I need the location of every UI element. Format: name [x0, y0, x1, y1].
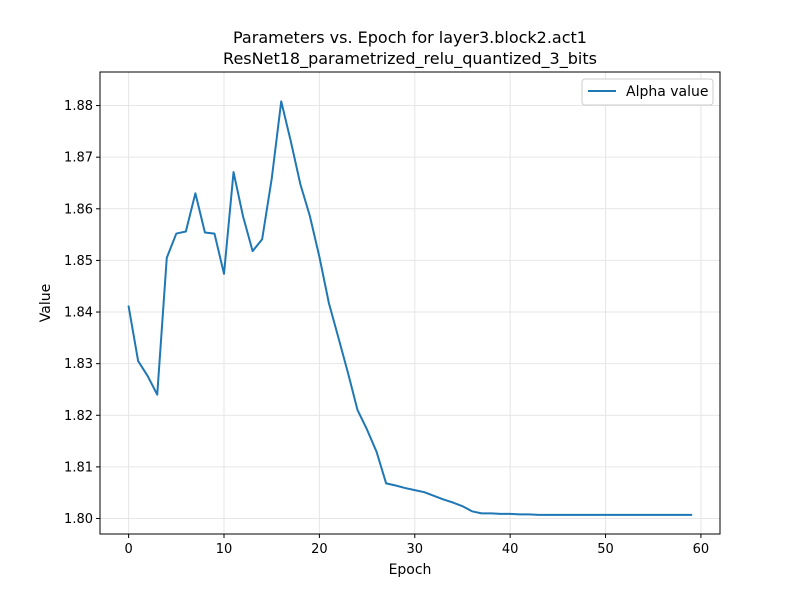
- x-tick-label: 30: [406, 542, 423, 557]
- x-tick-label: 60: [693, 542, 710, 557]
- x-axis-label: Epoch: [389, 562, 432, 578]
- y-tick-label: 1.87: [64, 151, 93, 166]
- y-axis-label: Value: [38, 284, 54, 322]
- legend-label-alpha-value: Alpha value: [626, 84, 709, 100]
- x-tick-label: 0: [124, 542, 132, 557]
- y-tick-label: 1.84: [64, 306, 93, 321]
- y-tick-label: 1.82: [64, 409, 93, 424]
- x-tick-label: 50: [597, 542, 614, 557]
- grid: [100, 72, 720, 534]
- legend-box: [581, 78, 714, 106]
- series-line-0: [127, 100, 693, 516]
- y-tick-label: 1.88: [64, 99, 93, 114]
- y-tick-label: 1.83: [64, 357, 93, 372]
- x-tick-label: 10: [216, 542, 233, 557]
- x-tick-label: 40: [502, 542, 519, 557]
- legend: Alpha value: [581, 78, 714, 106]
- y-tick-label: 1.85: [64, 254, 93, 269]
- y-tick-label: 1.86: [64, 202, 93, 217]
- plot-frame: [99, 71, 721, 535]
- x-tick-label: 20: [311, 542, 328, 557]
- y-tick-label: 1.81: [64, 460, 93, 475]
- series-layer: [127, 100, 693, 516]
- axis-ticks: 0 10 20 30 40 50 60 1.80 1.81 1.82 1.83 1.84 1.85 1.8…: [64, 99, 709, 557]
- chart-subtitle: ResNet18_parametrized_relu_quantized_3_b…: [223, 49, 597, 69]
- y-tick-label: 1.80: [64, 512, 93, 527]
- chart-title: Parameters vs. Epoch for layer3.block2.a…: [233, 28, 587, 47]
